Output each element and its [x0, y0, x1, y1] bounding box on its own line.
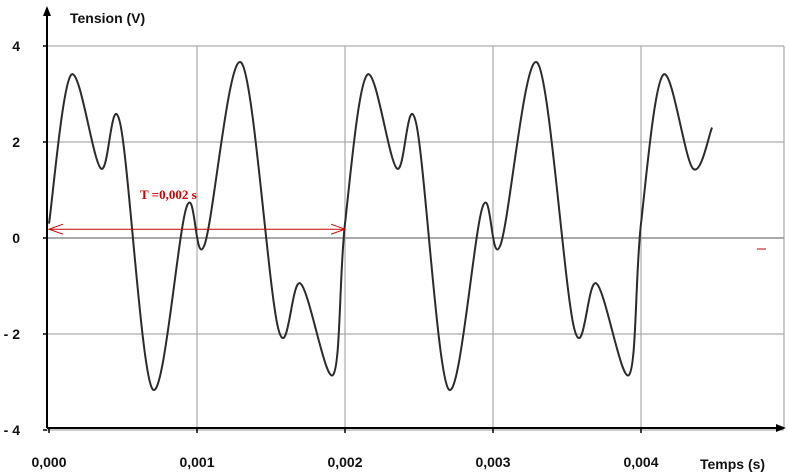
y-tick-label: 4 [12, 38, 20, 54]
x-axis-arrow [776, 424, 786, 432]
y-tick-label: - 2 [4, 326, 21, 342]
x-axis-title: Temps (s) [700, 456, 765, 472]
y-tick-label: - 4 [4, 422, 21, 438]
y-tick-label: 0 [12, 230, 20, 246]
y-axis-arrow [43, 6, 51, 16]
x-tick-label: 0,003 [475, 454, 510, 470]
tick-labels: 0,000 0,001 0,002 0,003 0,004 4 2 0 - 2 - 4 [4, 38, 659, 470]
x-tick-label: 0,002 [327, 454, 362, 470]
x-tick-label: 0,001 [179, 454, 214, 470]
period-label: T =0,002 s [140, 187, 197, 202]
series-layer [48, 61, 713, 391]
annotation-layer: T =0,002 s [47, 187, 347, 235]
grid-lines [47, 45, 785, 431]
y-axis-title: Tension (V) [70, 10, 145, 26]
period-arrow-head-left [47, 223, 64, 235]
x-tick-label: 0,000 [31, 454, 66, 470]
x-tick-label: 0,004 [623, 454, 658, 470]
axes [43, 6, 786, 433]
voltage-curve [48, 61, 713, 391]
y-tick-label: 2 [12, 134, 20, 150]
period-arrow-head-right [330, 223, 347, 235]
